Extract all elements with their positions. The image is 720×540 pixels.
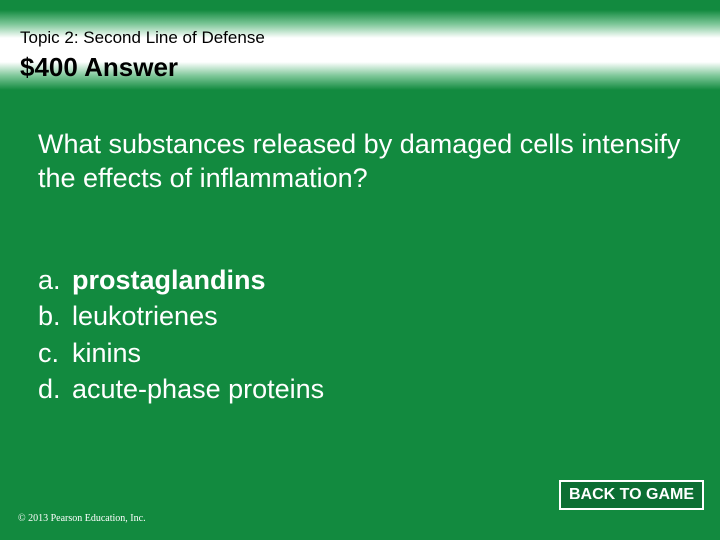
option-a: a. prostaglandins	[38, 262, 324, 298]
option-text: kinins	[72, 335, 141, 371]
copyright-text: © 2013 Pearson Education, Inc.	[18, 513, 146, 524]
question-text: What substances released by damaged cell…	[38, 128, 690, 196]
option-d: d. acute-phase proteins	[38, 371, 324, 407]
option-letter: c.	[38, 335, 72, 371]
option-letter: b.	[38, 298, 72, 334]
option-text: acute-phase proteins	[72, 371, 324, 407]
option-text: prostaglandins	[72, 262, 266, 298]
option-letter: a.	[38, 262, 72, 298]
option-c: c. kinins	[38, 335, 324, 371]
option-letter: d.	[38, 371, 72, 407]
price-answer-label: $400 Answer	[20, 52, 178, 83]
header-gradient-band: Topic 2: Second Line of Defense $400 Ans…	[0, 10, 720, 90]
back-to-game-button[interactable]: BACK TO GAME	[559, 480, 704, 510]
option-b: b. leukotrienes	[38, 298, 324, 334]
topic-label: Topic 2: Second Line of Defense	[20, 28, 265, 48]
option-text: leukotrienes	[72, 298, 218, 334]
options-list: a. prostaglandins b. leukotrienes c. kin…	[38, 262, 324, 408]
